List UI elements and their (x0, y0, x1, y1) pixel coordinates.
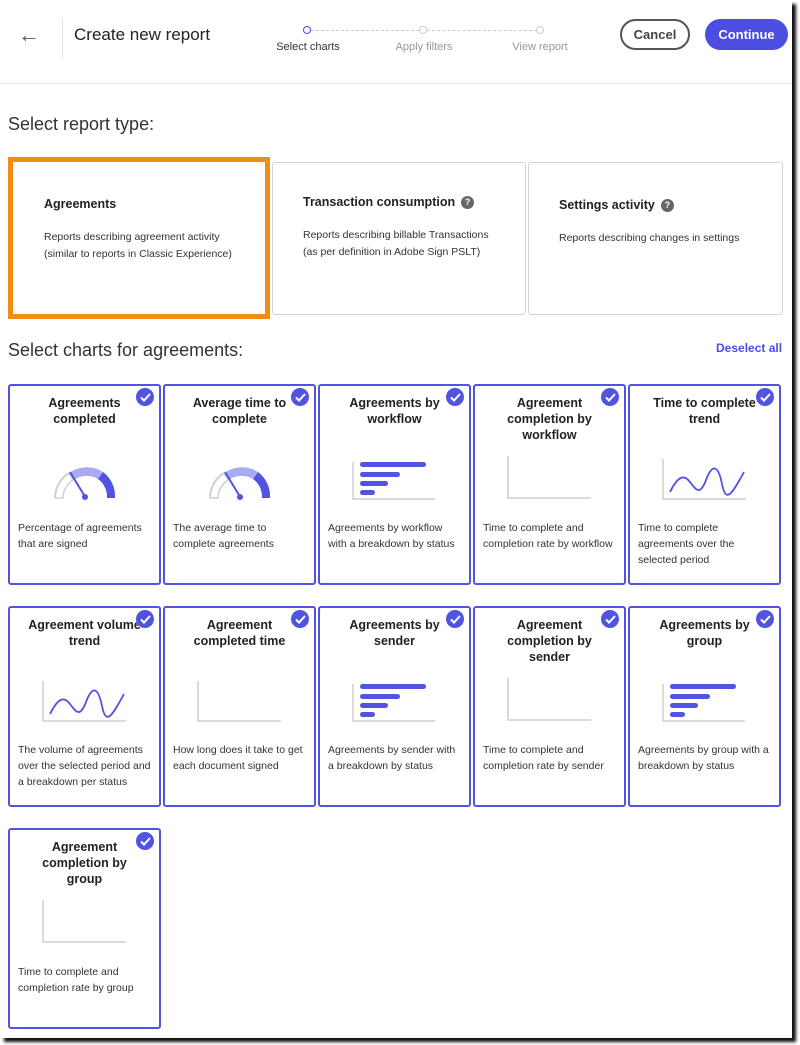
arrow-left-icon[interactable]: ← (18, 22, 40, 47)
chart-card-description: Time to complete agreements over the sel… (638, 522, 735, 566)
checkmark-icon[interactable] (756, 610, 774, 628)
report-type-card-settings-activity[interactable]: Settings activity? Reports describing ch… (528, 162, 783, 315)
report-type-description: Reports describing changes in settings (559, 230, 782, 247)
histogram-chart-icon (165, 676, 314, 732)
cancel-button[interactable]: Cancel (620, 19, 690, 50)
report-type-heading: Select report type: (8, 114, 155, 134)
gauge-chart-icon (165, 454, 314, 510)
report-type-title-text: Agreements (44, 197, 117, 211)
report-type-card-agreements[interactable]: Agreements Reports describing agreement … (8, 157, 270, 319)
chart-card-description: Time to complete and completion rate by … (483, 522, 613, 550)
chart-card-description: The volume of agreements over the select… (18, 744, 151, 788)
scatter-chart-icon (10, 890, 159, 946)
charts-heading: Select charts for agreements: (8, 340, 244, 360)
bars-chart-icon (320, 454, 469, 510)
chart-card-agreement-completion-by-workflow[interactable]: Agreement completion by workflow Time to… (473, 384, 626, 585)
stepper: Select charts Apply filters View report (270, 26, 570, 56)
report-type-title-text: Settings activity (559, 198, 655, 212)
chart-card-title: Time to complete trend (653, 396, 756, 426)
chart-card-description: Time to complete and completion rate by … (483, 744, 604, 772)
step-dot (303, 26, 311, 34)
report-type-title: Settings activity? (559, 198, 782, 212)
chart-card-description: Time to complete and completion rate by … (18, 966, 134, 994)
page-title: Create new report (74, 25, 211, 44)
description-line: Reports describing changes in settings (559, 232, 740, 244)
scatter-chart-icon (475, 668, 624, 724)
chart-card-title: Agreement completion by workflow (507, 396, 592, 442)
step-select-charts: Select charts (276, 41, 340, 53)
chart-card-description: Agreements by group with a breakdown by … (638, 744, 769, 772)
chart-card-title: Agreements by sender (349, 618, 440, 648)
bars-chart-icon (630, 676, 779, 732)
checkmark-icon[interactable] (291, 388, 309, 406)
scatter-chart-icon (475, 446, 624, 502)
deselect-all-link[interactable]: Deselect all (716, 341, 783, 355)
gauge-chart-icon (10, 454, 159, 510)
line-chart-icon (10, 676, 159, 732)
step-apply-filters: Apply filters (395, 41, 453, 53)
checkmark-icon[interactable] (601, 388, 619, 406)
chart-card-description: Percentage of agreements that are signed (18, 522, 142, 550)
description-line: (similar to reports in Classic Experienc… (44, 248, 232, 260)
report-type-description: Reports describing agreement activity (si… (44, 229, 265, 263)
chart-card-agreements-completed[interactable]: Agreements completed Percentage of agree… (8, 384, 161, 585)
chart-card-agreement-volume-trend[interactable]: Agreement volume trend The volume of agr… (8, 606, 161, 807)
step-dot (536, 26, 544, 34)
report-type-card-transaction-consumption[interactable]: Transaction consumption? Reports describ… (272, 162, 526, 315)
divider (62, 18, 63, 58)
checkmark-icon[interactable] (136, 832, 154, 850)
step-connector (311, 30, 419, 31)
help-icon[interactable]: ? (660, 198, 674, 212)
chart-card-title: Agreement completion by sender (507, 618, 592, 664)
checkmark-icon[interactable] (756, 388, 774, 406)
chart-card-agreements-by-group[interactable]: Agreements by group Agreements by group … (628, 606, 781, 807)
chart-card-description: Agreements by workflow with a breakdown … (328, 522, 455, 550)
chart-card-agreement-completion-by-group[interactable]: Agreement completion by group Time to co… (8, 828, 161, 1029)
chart-card-title: Agreements by workflow (349, 396, 440, 426)
chart-card-description: Agreements by sender with a breakdown by… (328, 744, 456, 772)
bars-chart-icon (320, 676, 469, 732)
report-type-title: Agreements (44, 197, 265, 211)
chart-card-average-time-to-complete[interactable]: Average time to complete The average tim… (163, 384, 316, 585)
checkmark-icon[interactable] (446, 610, 464, 628)
chart-card-description: The average time to complete agreements (173, 522, 274, 550)
step-view-report: View report (512, 41, 568, 53)
report-type-title-text: Transaction consumption (303, 195, 456, 209)
description-line: (as per definition in Adobe Sign PSLT) (303, 246, 481, 258)
chart-card-agreement-completion-by-sender[interactable]: Agreement completion by sender Time to c… (473, 606, 626, 807)
chart-card-title: Agreement completion by group (42, 840, 127, 886)
step-dot (419, 26, 427, 34)
chart-card-title: Agreements by group (659, 618, 750, 648)
description-line: Reports describing agreement activity (44, 231, 220, 243)
checkmark-icon[interactable] (601, 610, 619, 628)
report-type-description: Reports describing billable Transactions… (303, 227, 525, 261)
chart-card-time-to-complete-trend[interactable]: Time to complete trend Time to complete … (628, 384, 781, 585)
continue-button[interactable]: Continue (705, 19, 788, 50)
chart-card-agreements-by-sender[interactable]: Agreements by sender Agreements by sende… (318, 606, 471, 807)
chart-card-title: Agreements completed (48, 396, 121, 426)
chart-card-description: How long does it take to get each docume… (173, 744, 303, 772)
chart-card-title: Agreement volume trend (28, 618, 141, 648)
line-chart-icon (630, 454, 779, 510)
step-connector (427, 30, 537, 31)
header: ← Create new report Select charts Apply … (0, 0, 792, 84)
help-icon[interactable]: ? (461, 195, 475, 209)
report-type-title: Transaction consumption? (303, 195, 525, 209)
description-line: Reports describing billable Transactions (303, 229, 489, 241)
chart-card-title: Average time to complete (192, 396, 287, 426)
chart-card-agreement-completed-time[interactable]: Agreement completed time How long does i… (163, 606, 316, 807)
chart-grid: Agreements completed Percentage of agree… (8, 384, 781, 1029)
checkmark-icon[interactable] (136, 610, 154, 628)
chart-card-agreements-by-workflow[interactable]: Agreements by workflow Agreements by wor… (318, 384, 471, 585)
checkmark-icon[interactable] (136, 388, 154, 406)
checkmark-icon[interactable] (291, 610, 309, 628)
checkmark-icon[interactable] (446, 388, 464, 406)
chart-card-title: Agreement completed time (193, 618, 286, 648)
